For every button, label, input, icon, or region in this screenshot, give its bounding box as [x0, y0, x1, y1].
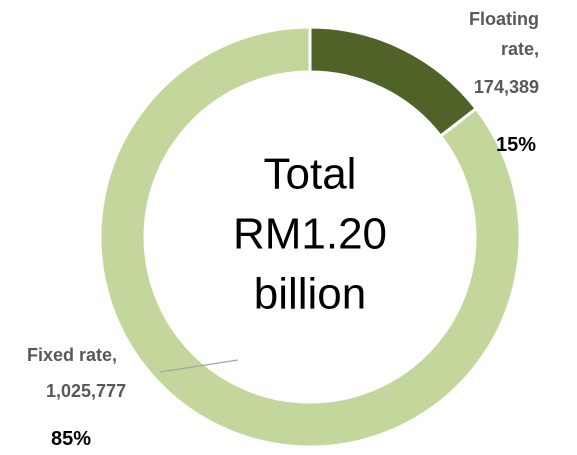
center-label: RM1.20: [233, 210, 387, 259]
percent-label: 15%: [496, 134, 537, 156]
value-label: 174,389: [473, 77, 539, 97]
leader-line: [159, 359, 239, 373]
donut-slice: [98, 25, 522, 449]
category-label: Floating rate,: [469, 9, 539, 59]
category-label: Fixed rate,: [27, 345, 118, 365]
center-label: billion: [254, 270, 367, 319]
center-label: Total: [264, 150, 357, 199]
percent-label: 85%: [51, 428, 92, 450]
value-label: 1,025,777: [46, 381, 127, 401]
